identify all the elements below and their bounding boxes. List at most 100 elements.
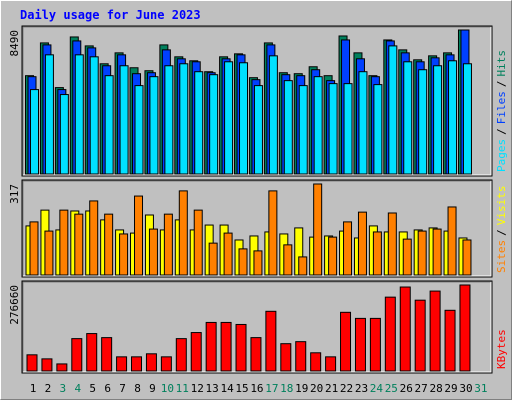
legend-entry: Sites bbox=[495, 240, 508, 273]
x-tick-label: 22 bbox=[340, 382, 353, 395]
bar bbox=[30, 89, 39, 175]
bar bbox=[358, 71, 368, 175]
y-tick-label: 317 bbox=[8, 184, 21, 204]
bar bbox=[104, 213, 114, 276]
bar bbox=[119, 65, 129, 175]
bar bbox=[71, 338, 83, 372]
x-tick-label: 15 bbox=[235, 382, 248, 395]
bar bbox=[369, 317, 381, 372]
bar bbox=[149, 76, 159, 175]
bar bbox=[44, 230, 54, 276]
x-tick-label: 18 bbox=[280, 382, 293, 395]
x-tick-label: 16 bbox=[250, 382, 263, 395]
bar bbox=[399, 286, 411, 372]
legend-entry: Visits bbox=[495, 186, 508, 226]
bar bbox=[89, 56, 99, 175]
bar bbox=[239, 62, 249, 175]
legend-separator: / bbox=[495, 229, 508, 236]
bar bbox=[295, 341, 307, 372]
bar bbox=[268, 190, 278, 276]
bar bbox=[340, 311, 352, 372]
x-tick-label: 3 bbox=[60, 382, 67, 395]
bar bbox=[283, 244, 293, 276]
x-tick-label: 9 bbox=[149, 382, 156, 395]
x-tick-label: 30 bbox=[459, 382, 472, 395]
x-tick-label: 2 bbox=[45, 382, 52, 395]
x-tick-label: 20 bbox=[310, 382, 323, 395]
bar bbox=[402, 238, 412, 276]
bar bbox=[459, 284, 471, 372]
x-tick-label: 29 bbox=[444, 382, 457, 395]
bar bbox=[56, 363, 68, 372]
bar bbox=[59, 209, 69, 276]
x-tick-label: 31 bbox=[474, 382, 487, 395]
legend-separator: / bbox=[495, 128, 508, 135]
legend: KBytes bbox=[495, 329, 508, 369]
panel-bevel bbox=[23, 181, 492, 277]
bar bbox=[325, 356, 337, 372]
bar bbox=[175, 338, 187, 372]
panel-frame bbox=[21, 179, 493, 278]
x-tick-label: 24 bbox=[370, 382, 384, 395]
y-tick-label: 8490 bbox=[8, 30, 21, 57]
bar bbox=[74, 213, 84, 276]
bar bbox=[462, 239, 472, 276]
x-tick-label: 6 bbox=[104, 382, 111, 395]
x-tick-label: 13 bbox=[206, 382, 219, 395]
bar bbox=[190, 332, 202, 372]
bar bbox=[283, 80, 293, 175]
bar bbox=[223, 232, 233, 276]
bar bbox=[44, 54, 54, 175]
x-tick-label: 25 bbox=[385, 382, 398, 395]
bar bbox=[178, 190, 188, 276]
panel-frame bbox=[21, 25, 493, 177]
bar bbox=[462, 63, 472, 175]
legend-entry: Hits bbox=[495, 50, 508, 77]
x-tick-label: 5 bbox=[89, 382, 96, 395]
bar bbox=[59, 94, 69, 175]
bar bbox=[313, 76, 323, 175]
legend-entry: KBytes bbox=[495, 329, 508, 369]
bar bbox=[193, 209, 203, 276]
bar bbox=[444, 309, 456, 372]
legend: Sites / Visits bbox=[495, 186, 508, 274]
bar bbox=[29, 221, 39, 276]
x-tick-label: 12 bbox=[191, 382, 204, 395]
bar bbox=[448, 60, 458, 175]
x-tick-label: 8 bbox=[134, 382, 141, 395]
panel-bevel bbox=[22, 180, 491, 276]
y-tick-label: 276660 bbox=[8, 285, 21, 325]
bar bbox=[119, 233, 129, 276]
bar bbox=[134, 85, 144, 175]
bar bbox=[417, 230, 427, 276]
bar bbox=[343, 221, 353, 276]
legend: Pages / Files / Hits bbox=[495, 50, 508, 172]
bar bbox=[268, 55, 278, 175]
bar bbox=[163, 213, 173, 276]
bar bbox=[41, 358, 53, 372]
bar bbox=[354, 317, 366, 372]
bar bbox=[205, 321, 217, 372]
bar bbox=[328, 83, 338, 175]
bar bbox=[429, 290, 441, 372]
legend-entry: Pages bbox=[495, 139, 508, 172]
panel-bevel bbox=[22, 281, 491, 372]
bar bbox=[179, 63, 189, 175]
bar bbox=[74, 54, 84, 175]
bar bbox=[86, 333, 98, 372]
bar bbox=[280, 343, 292, 372]
bar bbox=[26, 354, 38, 372]
bar bbox=[298, 256, 308, 276]
x-tick-label: 27 bbox=[415, 382, 428, 395]
bar bbox=[208, 242, 218, 276]
bar bbox=[134, 195, 144, 276]
x-tick-label: 28 bbox=[429, 382, 442, 395]
bar bbox=[116, 356, 128, 372]
bar bbox=[310, 352, 322, 372]
bar bbox=[343, 83, 353, 175]
bar bbox=[298, 85, 308, 175]
bar bbox=[403, 61, 413, 175]
bar bbox=[220, 321, 232, 372]
